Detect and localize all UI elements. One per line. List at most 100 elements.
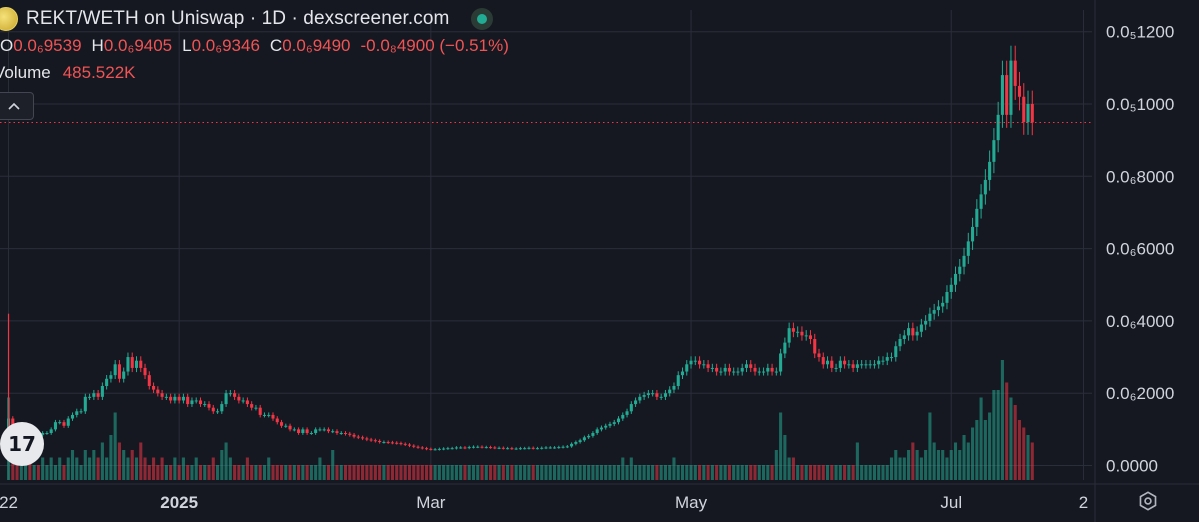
volume-bar [459, 465, 463, 480]
volume-bar [766, 465, 770, 480]
volume-bar [843, 465, 847, 480]
candle-body [395, 442, 399, 444]
candle-body [284, 425, 288, 427]
candle-body [813, 339, 817, 354]
candle-body [894, 346, 898, 358]
candle-body [425, 448, 429, 450]
collapse-legend-button[interactable] [0, 92, 34, 120]
volume-bar [493, 465, 497, 480]
volume-bar [599, 465, 603, 480]
volume-bar [309, 465, 313, 480]
candle-body [318, 429, 322, 431]
volume-bar [378, 465, 382, 480]
volume-bar [386, 465, 390, 480]
volume-bar [361, 465, 365, 480]
time-tick-label: May [675, 493, 708, 512]
volume-bar [489, 465, 493, 480]
volume-bar [365, 465, 369, 480]
candle-body [1005, 75, 1009, 115]
candle-body [821, 357, 825, 365]
candle-body [450, 448, 454, 450]
candle-body [386, 442, 390, 444]
gear-icon[interactable] [1137, 490, 1159, 512]
volume-bar [757, 465, 761, 480]
candle-body [907, 328, 911, 336]
candle-body [1026, 104, 1030, 123]
candle-body [527, 447, 531, 449]
candle-body [1000, 75, 1004, 115]
volume-bar [156, 465, 160, 480]
volume-bar [506, 465, 510, 480]
volume-bar [915, 450, 919, 480]
volume-bar [911, 442, 915, 480]
volume-bar [28, 457, 32, 480]
volume-bar [659, 465, 663, 480]
volume-bar [825, 465, 830, 480]
volume-bar [1022, 427, 1026, 480]
volume-bar [352, 465, 356, 480]
volume-bar [932, 442, 936, 480]
candle-body [936, 306, 940, 311]
volume-bar [663, 465, 667, 480]
volume-bar [518, 465, 522, 480]
candle-body [570, 443, 574, 447]
candle-body [369, 439, 373, 441]
tradingview-icon[interactable]: 17 [0, 422, 44, 466]
candle-body [915, 331, 919, 336]
candle-body [309, 433, 313, 434]
candle-body [732, 371, 736, 373]
volume-bar [1000, 360, 1004, 480]
volume-bar [719, 465, 723, 480]
candle-body [1017, 85, 1022, 97]
volume-bar [198, 465, 203, 480]
candle-body [152, 386, 156, 390]
candle-body [932, 310, 936, 314]
candle-body [621, 414, 625, 419]
volume-bar [574, 465, 578, 480]
volume-bar [744, 465, 749, 480]
volume-bar [416, 465, 420, 480]
volume-bar [885, 465, 889, 480]
volume-bar [284, 465, 288, 480]
candle-body [220, 404, 224, 412]
candle-body [655, 393, 659, 397]
candle-body [616, 418, 621, 423]
candle-body [689, 360, 693, 365]
volume-bar [821, 465, 825, 480]
candle-body [672, 386, 676, 390]
candle-body [62, 422, 66, 426]
candle-body [834, 367, 838, 369]
candle-body [889, 357, 894, 359]
candle-body [531, 447, 535, 449]
volume-bar [331, 450, 335, 480]
candle-body [173, 396, 177, 401]
candle-body [211, 407, 215, 412]
volume-bar [15, 465, 19, 480]
candle-body [898, 339, 902, 347]
volume-bar [143, 457, 147, 480]
candle-body [480, 446, 484, 448]
candle-body [390, 442, 394, 444]
volume-bar [224, 442, 228, 480]
candle-body [322, 429, 326, 431]
candle-body [992, 140, 996, 162]
volume-bar [147, 465, 151, 480]
volume-bar [783, 435, 787, 480]
time-tick-label: 2025 [160, 493, 198, 512]
volume-bar [326, 465, 330, 480]
volume-bar [715, 465, 719, 480]
volume-bar [608, 465, 612, 480]
volume-bar [851, 465, 855, 480]
volume-bar [535, 465, 540, 480]
volume-bar [817, 465, 821, 480]
volume-bar [962, 435, 966, 480]
volume-bar [902, 457, 906, 480]
candle-body [804, 335, 808, 337]
candle-body [314, 429, 318, 433]
volume-bar [979, 397, 983, 480]
volume-bar [83, 450, 87, 480]
volume-bar [889, 457, 894, 480]
price-tick-label: 0.0₆6000 [1106, 240, 1174, 259]
candle-body [855, 364, 859, 368]
